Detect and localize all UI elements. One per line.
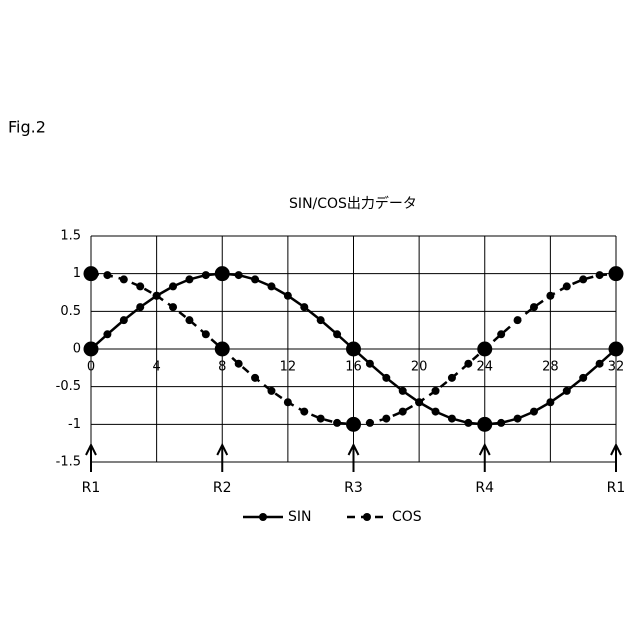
- x-tick-label: 32: [608, 360, 625, 375]
- y-tick-label: -1: [68, 417, 81, 432]
- chart: Fig.2 SIN/COS出力データ -1.5 -1 -0.5 0 0.5 1 1.5 0 4 8…: [0, 0, 640, 640]
- annotation-label: R3: [344, 480, 363, 496]
- marker: [202, 330, 210, 338]
- marker: [382, 374, 390, 382]
- marker: [579, 374, 587, 382]
- marker: [317, 415, 325, 423]
- x-tick-label: 24: [476, 360, 493, 375]
- marker: [514, 415, 522, 423]
- marker: [153, 292, 161, 300]
- annotation-label: R1: [82, 480, 101, 496]
- marker: [415, 398, 423, 406]
- marker: [497, 330, 505, 338]
- marker: [432, 387, 440, 395]
- marker: [215, 266, 230, 281]
- marker: [382, 415, 390, 423]
- marker: [300, 303, 308, 311]
- marker: [448, 415, 456, 423]
- marker: [346, 417, 361, 432]
- marker: [267, 387, 275, 395]
- annotation-label: R2: [213, 480, 232, 496]
- annotation-label: R4: [475, 480, 494, 496]
- marker: [284, 292, 292, 300]
- marker: [136, 282, 144, 290]
- marker: [448, 374, 456, 382]
- y-tick-label: 1.5: [60, 229, 81, 244]
- marker: [185, 275, 193, 283]
- marker: [477, 417, 492, 432]
- marker: [251, 275, 259, 283]
- marker: [477, 342, 492, 357]
- marker: [579, 275, 587, 283]
- marker: [215, 342, 230, 357]
- marker: [169, 303, 177, 311]
- marker: [596, 360, 604, 368]
- marker: [530, 408, 538, 416]
- marker: [497, 419, 505, 427]
- figure-label: Fig.2: [8, 118, 46, 137]
- marker: [530, 303, 538, 311]
- annotation-label: R1: [607, 480, 626, 496]
- legend-label: COS: [392, 509, 422, 525]
- marker: [609, 342, 624, 357]
- x-tick-label: 4: [152, 360, 160, 375]
- y-tick-label: 0.5: [60, 304, 81, 319]
- legend-marker: [259, 513, 267, 521]
- x-tick-label: 12: [280, 360, 297, 375]
- marker: [120, 275, 128, 283]
- marker: [399, 387, 407, 395]
- marker: [546, 398, 554, 406]
- x-tick-label: 16: [345, 360, 362, 375]
- marker: [300, 408, 308, 416]
- legend-label: SIN: [288, 509, 312, 525]
- marker: [366, 360, 374, 368]
- marker: [563, 387, 571, 395]
- x-tick-label: 20: [411, 360, 428, 375]
- marker: [103, 330, 111, 338]
- marker: [103, 271, 111, 279]
- marker: [84, 266, 99, 281]
- marker: [185, 316, 193, 324]
- marker: [317, 316, 325, 324]
- marker: [267, 282, 275, 290]
- y-tick-label: -0.5: [56, 379, 81, 394]
- marker: [464, 360, 472, 368]
- marker: [399, 408, 407, 416]
- marker: [464, 419, 472, 427]
- marker: [333, 330, 341, 338]
- marker: [235, 271, 243, 279]
- marker: [514, 316, 522, 324]
- marker: [563, 282, 571, 290]
- marker: [366, 419, 374, 427]
- marker: [202, 271, 210, 279]
- marker: [169, 282, 177, 290]
- marker: [251, 374, 259, 382]
- x-tick-label: 28: [542, 360, 559, 375]
- marker: [84, 342, 99, 357]
- marker: [284, 398, 292, 406]
- marker: [609, 266, 624, 281]
- y-tick-label: 0: [73, 342, 81, 357]
- y-tick-label: 1: [73, 266, 81, 281]
- marker: [432, 408, 440, 416]
- x-tick-label: 0: [87, 360, 95, 375]
- legend-marker: [363, 513, 371, 521]
- marker: [333, 419, 341, 427]
- marker: [596, 271, 604, 279]
- marker: [120, 316, 128, 324]
- marker: [235, 360, 243, 368]
- y-tick-label: -1.5: [56, 455, 81, 470]
- marker: [136, 303, 144, 311]
- x-tick-label: 8: [218, 360, 226, 375]
- marker: [346, 342, 361, 357]
- chart-title: SIN/COS出力データ: [289, 195, 417, 212]
- marker: [546, 292, 554, 300]
